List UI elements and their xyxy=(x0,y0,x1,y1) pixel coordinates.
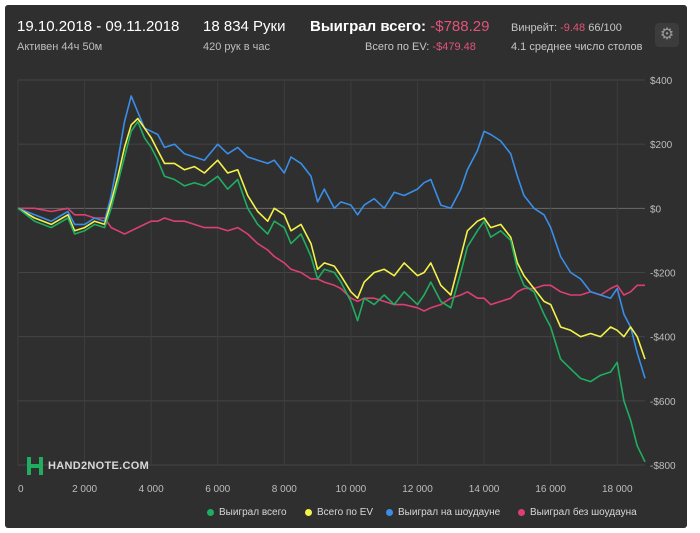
settings-gear-icon[interactable]: ⚙ xyxy=(655,23,679,47)
y-tick-label: $200 xyxy=(650,140,673,151)
ev-total-label: Всего по EV: xyxy=(365,41,430,53)
won-total-value: -$788.29 xyxy=(430,18,490,35)
legend-won-total[interactable]: Выиграл всего xyxy=(207,507,287,518)
graph-panel: 19.10.2018 - 09.11.2018 Активен 44ч 50м … xyxy=(5,5,687,528)
active-time: Активен 44ч 50м xyxy=(17,41,103,53)
x-tick-label: 4 000 xyxy=(139,484,164,495)
x-tick-label: 0 xyxy=(18,484,24,495)
won-total-stat: Выиграл всего: -$788.29 xyxy=(310,18,489,35)
legend-showdown-dot xyxy=(386,509,393,516)
series-line-showdown xyxy=(17,95,646,379)
hands-count: 18 834 Руки xyxy=(203,18,286,35)
x-tick-label: 18 000 xyxy=(602,484,633,495)
winrate-value: -9.48 xyxy=(560,22,586,34)
logo-text: HAND2NOTE.COM xyxy=(48,460,150,472)
x-tick-label: 8 000 xyxy=(272,484,297,495)
y-tick-label: $400 xyxy=(650,76,673,87)
legend-ev-total[interactable]: Всего по EV xyxy=(305,507,373,518)
y-tick-label: -$800 xyxy=(650,461,676,472)
series-line-won-total xyxy=(17,120,646,463)
graph-chart: $400 $200 $0 -$200 -$400 -$600 -$800 0 2 000 4 00… xyxy=(17,76,676,495)
y-tick-label: -$200 xyxy=(650,269,676,280)
won-total-label: Выиграл всего: xyxy=(310,18,427,35)
hands-per-hour: 420 рук в час xyxy=(203,41,271,53)
legend-showdown-label: Выиграл на шоудауне xyxy=(398,507,501,518)
x-tick-label: 16 000 xyxy=(535,484,566,495)
winrate-label: Винрейт: xyxy=(511,22,558,34)
ev-total-value: -$479.48 xyxy=(432,41,476,53)
y-tick-label: -$600 xyxy=(650,397,676,408)
legend-ev-total-label: Всего по EV xyxy=(317,507,374,518)
series-line-non-showdown xyxy=(18,207,645,312)
x-tick-label: 10 000 xyxy=(336,484,367,495)
y-tick-label: -$400 xyxy=(650,333,676,344)
winrate-suffix: 66/100 xyxy=(588,22,622,34)
legend-non-showdown-dot xyxy=(518,509,525,516)
date-range: 19.10.2018 - 09.11.2018 xyxy=(17,18,180,35)
x-tick-label: 12 000 xyxy=(402,484,433,495)
legend-non-showdown-label: Выиграл без шоудауна xyxy=(530,507,637,518)
y-tick-label: $0 xyxy=(650,204,662,215)
x-tick-label: 2 000 xyxy=(72,484,97,495)
legend-non-showdown[interactable]: Выиграл без шоудауна xyxy=(518,507,637,518)
logo: HAND2NOTE.COM xyxy=(27,457,149,475)
legend-won-total-dot xyxy=(207,509,214,516)
ev-total-stat: Всего по EV: -$479.48 xyxy=(365,41,476,53)
avg-tables: 4.1 среднее число столов xyxy=(511,41,643,53)
winrate-stat: Винрейт: -9.48 66/100 xyxy=(511,22,622,34)
legend-showdown[interactable]: Выиграл на шоудауне xyxy=(386,507,500,518)
legend-ev-total-dot xyxy=(305,509,312,516)
x-tick-label: 14 000 xyxy=(469,484,500,495)
hand2note-logo-icon xyxy=(27,457,43,475)
legend-won-total-label: Выиграл всего xyxy=(219,507,287,518)
x-tick-label: 6 000 xyxy=(205,484,230,495)
series-line-ev-total xyxy=(17,117,646,360)
